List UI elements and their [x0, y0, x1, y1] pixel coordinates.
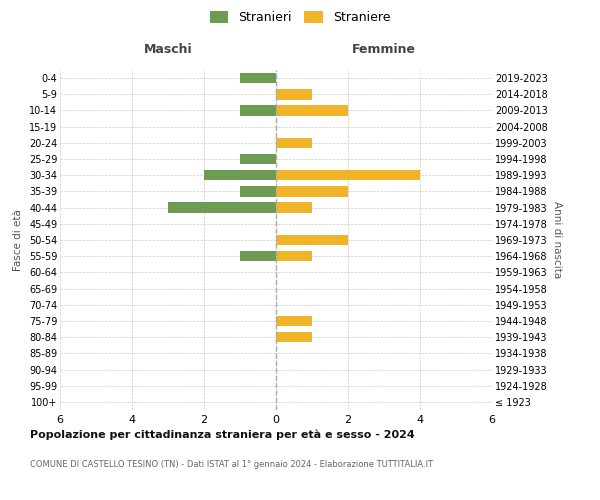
Legend: Stranieri, Straniere: Stranieri, Straniere [205, 6, 395, 29]
Bar [276, 234, 348, 246]
Bar [276, 186, 348, 196]
Bar [168, 202, 276, 213]
Bar [276, 332, 312, 342]
Bar [276, 89, 312, 100]
Bar [240, 73, 276, 84]
Bar [276, 202, 312, 213]
Bar [276, 251, 312, 262]
Bar [276, 316, 312, 326]
Text: Femmine: Femmine [352, 44, 416, 57]
Bar [240, 105, 276, 116]
Bar [204, 170, 276, 180]
Bar [276, 170, 420, 180]
Bar [240, 154, 276, 164]
Bar [276, 105, 348, 116]
Bar [240, 251, 276, 262]
Y-axis label: Anni di nascita: Anni di nascita [551, 202, 562, 278]
Text: COMUNE DI CASTELLO TESINO (TN) - Dati ISTAT al 1° gennaio 2024 - Elaborazione TU: COMUNE DI CASTELLO TESINO (TN) - Dati IS… [30, 460, 433, 469]
Bar [276, 138, 312, 148]
Text: Maschi: Maschi [143, 44, 193, 57]
Bar [240, 186, 276, 196]
Y-axis label: Fasce di età: Fasce di età [13, 209, 23, 271]
Text: Popolazione per cittadinanza straniera per età e sesso - 2024: Popolazione per cittadinanza straniera p… [30, 430, 415, 440]
